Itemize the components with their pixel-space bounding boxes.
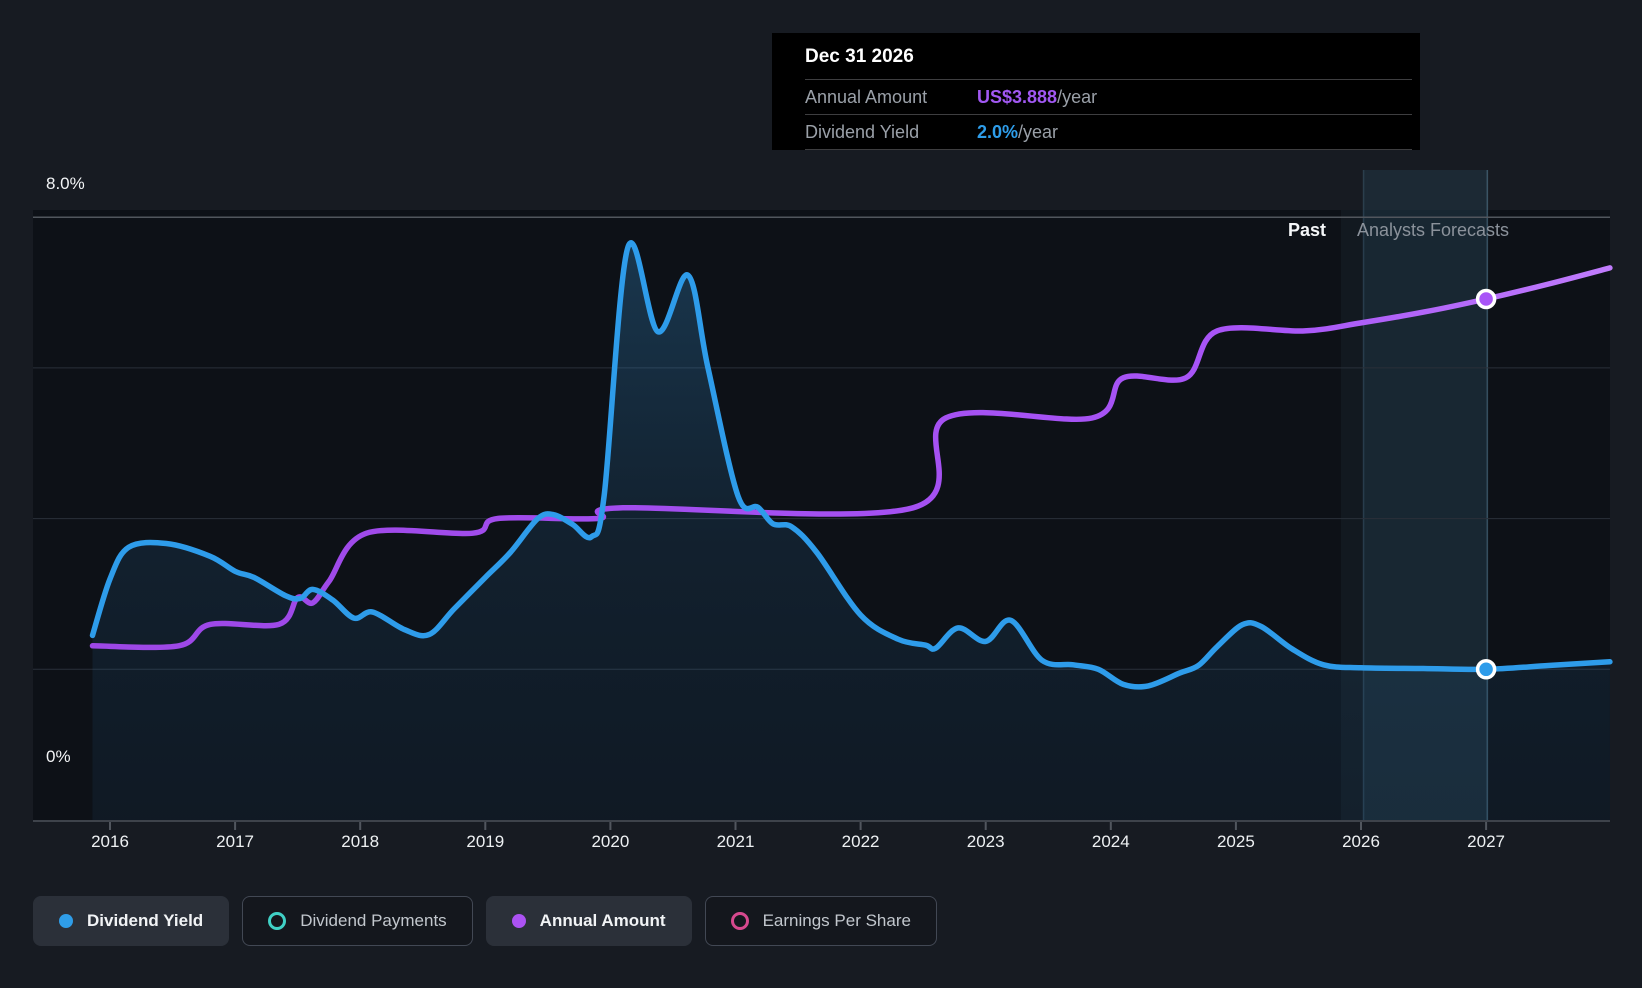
legend-item-label: Earnings Per Share	[762, 911, 911, 930]
x-tick-label-2022: 2022	[841, 832, 880, 851]
legend: Dividend Yield Dividend Payments Annual Am…	[33, 896, 937, 946]
x-tick-label-2027: 2027	[1467, 832, 1506, 851]
legend-item-dividend-yield[interactable]: Dividend Yield	[33, 896, 230, 946]
tooltip-row-annual-amount: Annual Amount US$3.888 /year	[805, 79, 1412, 114]
dividend-yield-marker-dot[interactable]	[1475, 659, 1497, 680]
annual-amount-dot-icon	[511, 914, 526, 928]
x-tick-label-2020: 2020	[591, 832, 630, 851]
tooltip-row-value: US$3.888	[977, 87, 1058, 107]
legend-item-annual-amount[interactable]: Annual Amount	[485, 896, 692, 946]
dividend-yield-dot-icon	[59, 914, 73, 928]
y-axis-label-bottom: 0%	[46, 747, 71, 766]
tooltip-row-suffix: /year	[1018, 122, 1059, 142]
tooltip-row-label: Dividend Yield	[805, 122, 920, 142]
dividend-yield-line	[89, 240, 1613, 690]
x-tick-label-2024: 2024	[1091, 832, 1130, 851]
analysts-forecasts-label: Analysts Forecasts	[1357, 220, 1510, 240]
dividend-payments-ring-icon	[268, 912, 287, 930]
x-tick-label-2026: 2026	[1342, 832, 1380, 851]
legend-item-dividend-payments[interactable]: Dividend Payments	[242, 896, 473, 946]
x-tick-label-2016: 2016	[91, 832, 129, 851]
legend-item-label: Dividend Payments	[300, 911, 447, 930]
x-axis-labels: 2016 2017 2018 2019 2020 2021 2022 2023 2024 2025…	[0, 832, 1642, 856]
past-label: Past	[1287, 220, 1326, 240]
x-tick-label-2019: 2019	[466, 832, 505, 851]
chart-tooltip: Dec 31 2026 Annual Amount US$3.888 /year…	[772, 33, 1420, 150]
y-axis-label-top: 8.0%	[46, 174, 85, 193]
x-tick-label-2023: 2023	[966, 832, 1005, 851]
x-tick-label-2017: 2017	[216, 832, 255, 851]
tooltip-row-value: 2.0%	[977, 122, 1019, 142]
tooltip-date: Dec 31 2026	[805, 46, 914, 67]
x-tick-label-2025: 2025	[1216, 832, 1255, 851]
tooltip-row-dividend-yield: Dividend Yield 2.0% /year	[805, 114, 1412, 150]
dividend-yield-area-fill	[92, 242, 1610, 820]
tooltip-row-label: Annual Amount	[805, 87, 928, 107]
legend-item-earnings-per-share[interactable]: Earnings Per Share	[704, 896, 937, 946]
earnings-per-share-ring-icon	[730, 912, 749, 930]
tooltip-row-suffix: /year	[1057, 87, 1098, 107]
legend-item-label: Dividend Yield	[87, 911, 204, 930]
legend-item-label: Annual Amount	[539, 911, 666, 930]
annual-amount-marker-dot[interactable]	[1475, 288, 1497, 310]
x-tick-label-2018: 2018	[341, 832, 380, 851]
x-tick-label-2021: 2021	[716, 832, 755, 851]
